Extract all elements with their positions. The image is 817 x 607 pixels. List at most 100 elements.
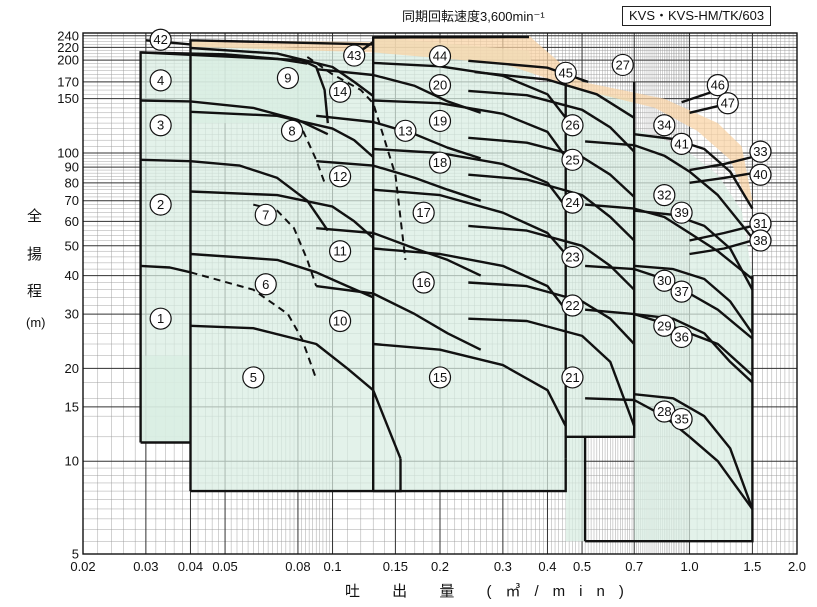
curve-label-6: 6	[262, 277, 269, 292]
curve-24	[468, 173, 636, 242]
curve-7	[190, 190, 374, 239]
curve-label-circle-14	[328, 80, 352, 103]
curve-label-circle-19	[428, 109, 452, 133]
x-tick-label: 0.04	[178, 559, 203, 574]
curve-44	[373, 35, 530, 39]
curve-label-47: 47	[721, 96, 735, 111]
curve-38	[689, 239, 753, 256]
curve-label-circle-33	[749, 140, 772, 163]
curve-19	[373, 99, 567, 158]
curve-label-45: 45	[558, 65, 572, 80]
curve-label-12: 12	[333, 169, 347, 184]
curve-label-circle-13	[394, 119, 417, 142]
curve-18	[373, 147, 567, 208]
y-tick-label: 30	[65, 307, 79, 322]
curve-label-circle-23	[561, 245, 584, 269]
x-tick-label: 0.03	[133, 559, 158, 574]
curve-label-circle-30	[653, 269, 676, 292]
curve-label-44: 44	[433, 49, 447, 64]
model-name-box: KVS・KVS-HM/TK/603	[622, 6, 772, 26]
curve-label-41: 41	[674, 136, 688, 151]
y-tick-label: 90	[65, 160, 79, 175]
region-green	[373, 37, 566, 492]
curve-35	[634, 393, 754, 510]
curve-label-40: 40	[753, 167, 767, 182]
x-tick-label: 0.1	[323, 559, 341, 574]
x-tick-label: 2.0	[788, 559, 806, 574]
y-axis-label-char-3: 程	[27, 283, 43, 300]
dashed-line	[306, 56, 407, 261]
curve-label-29: 29	[657, 318, 671, 333]
region-border	[585, 275, 754, 543]
curve-label-13: 13	[398, 123, 412, 138]
curve-labels: 1234567891011121314151617181920212223242…	[149, 28, 772, 431]
curve-label-circle-45	[554, 61, 577, 84]
curve-26	[468, 89, 636, 153]
dashed-line	[190, 271, 318, 380]
curve-34	[585, 140, 754, 239]
curve-label-circle-5	[242, 366, 265, 389]
curve-27	[474, 70, 635, 119]
curve-33	[689, 155, 753, 172]
curve-label-42: 42	[153, 32, 167, 47]
curve-label-27: 27	[616, 57, 630, 72]
curve-label-circle-40	[749, 163, 772, 186]
curve-label-circle-38	[749, 229, 772, 252]
curve-label-circle-41	[670, 132, 693, 156]
y-tick-label: 60	[65, 214, 79, 229]
curve-3	[140, 99, 329, 136]
curve-label-38: 38	[753, 233, 767, 248]
curve-5	[190, 324, 402, 460]
curve-label-7: 7	[262, 207, 269, 222]
x-axis-label: 吐 出 量 (㎥/min)	[345, 583, 638, 600]
curve-label-32: 32	[657, 188, 671, 203]
curve-23	[468, 224, 636, 291]
y-tick-label: 80	[65, 175, 79, 190]
synchronous-speed-label: 同期回転速度3,600min⁻¹	[402, 9, 545, 24]
region-border	[189, 39, 374, 492]
curve-label-circle-6	[254, 273, 277, 296]
y-tick-label: 240	[57, 28, 79, 43]
curve-label-11: 11	[333, 244, 347, 259]
curve-label-26: 26	[565, 118, 579, 133]
curve-4	[140, 51, 308, 65]
curve-label-circle-27	[611, 53, 634, 77]
y-tick-label: 170	[57, 74, 79, 89]
curve-label-circle-10	[328, 309, 352, 333]
curve-label-circle-32	[653, 183, 676, 207]
curve-label-35: 35	[674, 412, 688, 427]
y-tick-label: 15	[65, 399, 79, 414]
y-axis-label-char-1: 全	[27, 208, 43, 225]
x-tick-label: 0.02	[70, 559, 95, 574]
curve-label-22: 22	[565, 298, 579, 313]
curve-label-circle-35	[670, 407, 693, 431]
curve-label-46: 46	[711, 78, 725, 93]
curve-label-circle-44	[428, 45, 452, 68]
curve-label-5: 5	[250, 370, 257, 385]
curve-17	[373, 188, 567, 255]
curve-label-21: 21	[565, 370, 579, 385]
curve-label-circle-7	[254, 203, 277, 226]
curve-label-24: 24	[565, 195, 579, 210]
axis-ticks: 0.02 0.03 0.04 0.05 0.08 0.1 0.15 0.2 0.3 0.4 0.5 0…	[57, 28, 806, 574]
curve-label-circle-25	[561, 148, 584, 171]
performance-curves	[140, 35, 754, 510]
curve-label-17: 17	[416, 205, 430, 220]
curve-label-circle-15	[428, 366, 452, 389]
x-tick-label: 0.2	[431, 559, 449, 574]
curve-32	[585, 203, 754, 280]
curve-label-3: 3	[157, 118, 164, 133]
curve-8	[190, 110, 374, 158]
y-tick-label: 100	[57, 145, 79, 160]
curve-37	[634, 264, 754, 334]
x-tick-label: 0.5	[573, 559, 591, 574]
y-tick-label: 10	[65, 454, 79, 469]
curve-10	[316, 284, 482, 351]
region-borders	[139, 35, 754, 543]
curve-label-4: 4	[157, 73, 164, 88]
y-tick-label: 20	[65, 361, 79, 376]
curve-label-19: 19	[433, 113, 447, 128]
curve-label-circle-11	[328, 240, 352, 263]
region-green	[140, 52, 328, 443]
